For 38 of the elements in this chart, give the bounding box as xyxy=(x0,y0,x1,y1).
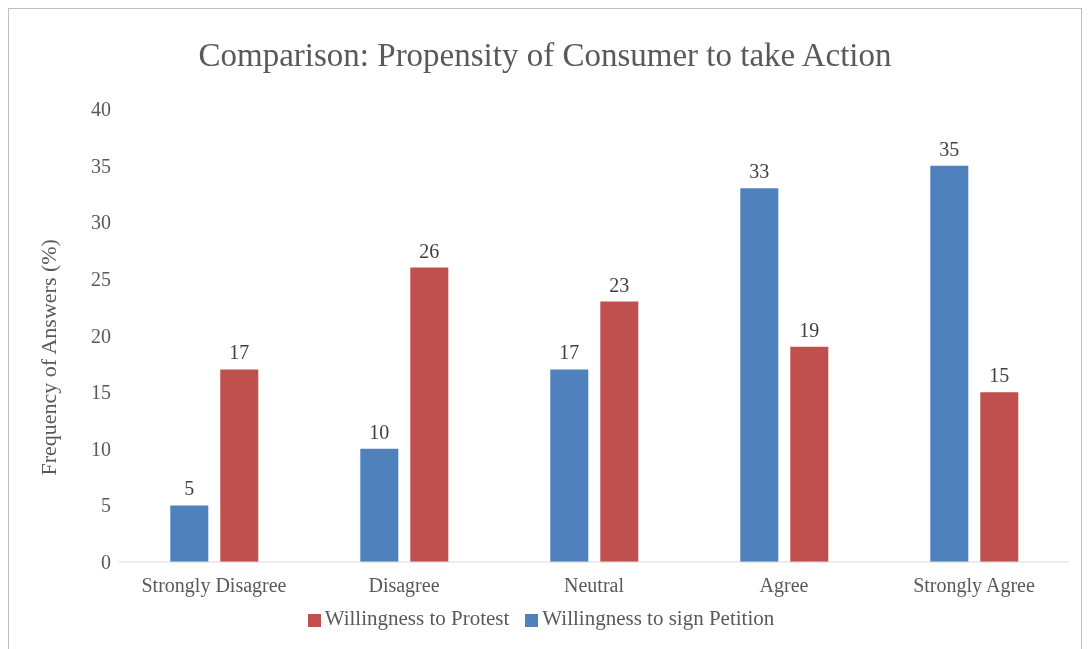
data-label: 23 xyxy=(609,273,630,296)
x-tick-label: Strongly Agree xyxy=(913,574,1035,598)
legend-label: Willingness to sign Petition xyxy=(542,606,775,630)
bar xyxy=(790,346,829,562)
y-tick-label: 40 xyxy=(91,98,111,121)
x-tick-label: Strongly Disagree xyxy=(141,574,287,598)
bar xyxy=(170,505,209,562)
y-tick-label: 20 xyxy=(91,324,111,347)
data-label: 33 xyxy=(749,160,770,183)
data-label: 17 xyxy=(559,341,580,364)
y-tick-label: 10 xyxy=(91,437,111,460)
bar xyxy=(740,188,779,562)
y-tick-label: 15 xyxy=(91,381,111,404)
bar xyxy=(930,165,969,562)
y-axis-title: Frequency of Answers (%) xyxy=(35,239,61,476)
bar xyxy=(980,392,1019,562)
bar xyxy=(600,301,639,562)
data-label: 15 xyxy=(989,364,1010,387)
x-tick-label: Neutral xyxy=(564,574,625,597)
bar xyxy=(220,369,259,562)
legend-label: Willingness to Protest xyxy=(324,606,510,630)
data-label: 35 xyxy=(939,137,960,160)
data-label: 26 xyxy=(419,239,440,262)
y-tick-label: 35 xyxy=(91,154,111,177)
y-tick-label: 5 xyxy=(101,494,111,517)
y-tick-label: 25 xyxy=(91,267,111,290)
data-label: 5 xyxy=(184,477,195,500)
bar xyxy=(550,369,589,562)
data-label: 19 xyxy=(799,318,820,341)
x-tick-label: Agree xyxy=(759,574,809,598)
bar xyxy=(410,267,449,562)
chart-title: Comparison: Propensity of Consumer to take Action xyxy=(197,37,893,74)
bar xyxy=(360,448,399,562)
y-tick-label: 30 xyxy=(91,211,111,234)
data-label: 17 xyxy=(229,341,250,364)
y-tick-label: 0 xyxy=(101,551,111,574)
data-label: 10 xyxy=(369,420,390,443)
x-tick-label: Disagree xyxy=(368,574,440,598)
